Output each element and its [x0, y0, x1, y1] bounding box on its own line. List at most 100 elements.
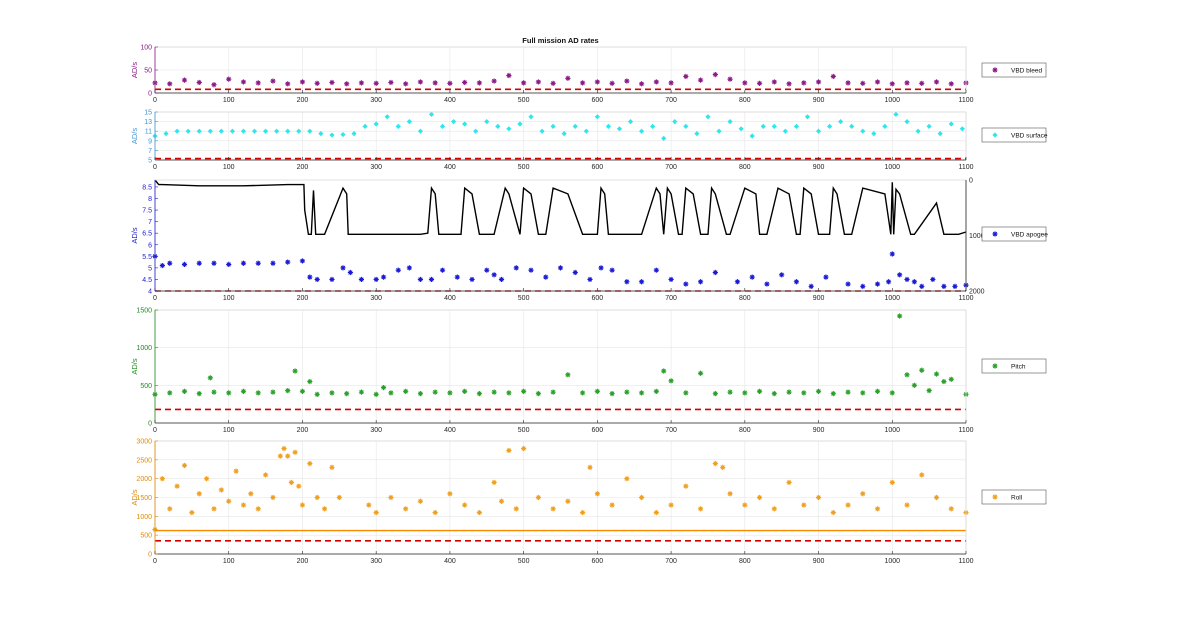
data-point — [926, 123, 932, 129]
data-point — [406, 265, 412, 271]
data-point — [240, 502, 247, 508]
data-point — [801, 502, 807, 508]
data-point — [720, 464, 726, 470]
y-tick-label: 3000 — [136, 439, 152, 446]
data-point — [904, 80, 910, 86]
x-tick-label: 900 — [813, 97, 825, 104]
data-point — [517, 121, 523, 127]
data-point — [786, 81, 792, 87]
x-tick-label: 400 — [444, 295, 456, 302]
data-point — [255, 260, 261, 266]
data-point — [683, 123, 689, 129]
x-tick-label: 1000 — [884, 558, 900, 565]
data-point — [299, 388, 306, 394]
data-point — [495, 123, 501, 129]
x-tick-label: 200 — [297, 558, 309, 565]
data-point — [270, 494, 276, 501]
data-point — [838, 119, 844, 125]
x-tick-label: 300 — [370, 295, 382, 302]
x-tick-label: 400 — [444, 97, 456, 104]
data-point — [749, 133, 755, 139]
data-point — [742, 80, 748, 86]
x-tick-label: 1000 — [884, 295, 900, 302]
data-point — [550, 123, 556, 129]
data-point — [513, 265, 519, 271]
data-point — [226, 390, 232, 396]
data-point — [594, 79, 600, 85]
x-tick-label: 1000 — [884, 427, 900, 434]
data-point — [318, 131, 324, 137]
data-point — [742, 390, 748, 396]
data-point — [417, 498, 424, 504]
data-point — [653, 388, 659, 394]
data-point — [491, 78, 497, 84]
x-tick-label: 200 — [297, 427, 309, 434]
data-point — [959, 126, 965, 132]
data-point — [462, 502, 468, 508]
data-point — [650, 123, 656, 129]
panel-1: 0 100 200 300 400 500 600 700 800 900 1000 1100 0 50 1… — [130, 45, 1047, 104]
data-point — [344, 81, 350, 87]
data-point — [196, 391, 202, 397]
data-point — [782, 128, 788, 134]
panel-2: 0 100 200 300 400 500 600 700 800 900 1000 1100 5 7 9 1… — [130, 110, 1048, 172]
data-point — [561, 131, 567, 137]
data-point — [756, 388, 763, 394]
data-point — [580, 80, 586, 86]
data-point — [845, 389, 851, 395]
data-point — [738, 126, 744, 132]
y-tick-label: 0 — [148, 91, 152, 98]
data-point — [454, 274, 460, 280]
data-point — [624, 279, 630, 285]
y-tick-label: 0 — [148, 421, 152, 428]
data-point — [697, 370, 704, 376]
x-tick-label: 700 — [665, 295, 677, 302]
data-point — [373, 80, 379, 86]
data-point — [181, 261, 188, 268]
data-point — [380, 384, 387, 391]
data-point — [639, 390, 645, 396]
data-point — [314, 494, 320, 501]
data-point — [697, 506, 704, 512]
data-point — [808, 283, 814, 289]
data-point — [329, 464, 335, 470]
x-tick-label: 100 — [223, 97, 235, 104]
data-point — [255, 80, 261, 86]
data-point — [432, 509, 438, 516]
data-point — [771, 391, 777, 397]
data-point — [240, 388, 247, 394]
data-point — [919, 472, 925, 478]
data-point — [462, 388, 468, 394]
data-point — [948, 121, 954, 127]
legend-box — [981, 358, 1047, 374]
data-point — [661, 368, 667, 374]
data-point — [815, 388, 822, 394]
data-point — [395, 123, 401, 129]
data-point — [417, 391, 424, 397]
x-tick-label: 0 — [153, 427, 157, 434]
data-point — [952, 283, 958, 289]
data-point — [439, 123, 446, 129]
data-point — [727, 389, 733, 395]
legend-label: VBD surface — [1011, 133, 1048, 140]
x-tick-label: 500 — [518, 427, 530, 434]
data-point — [937, 131, 943, 137]
data-point — [860, 283, 866, 289]
y-axis-label: AD/s — [130, 489, 139, 506]
x-tick-label: 1100 — [958, 164, 973, 171]
data-point — [845, 502, 851, 508]
plot-area — [155, 112, 966, 160]
y-tick-label: 50 — [144, 68, 152, 75]
data-point — [528, 267, 534, 273]
legend-marker — [992, 363, 998, 369]
x-tick-label: 700 — [665, 97, 677, 104]
data-point — [373, 276, 379, 283]
series-vbd-surface — [152, 111, 965, 141]
legend-label: Roll — [1011, 495, 1023, 502]
data-point — [756, 80, 763, 86]
x-tick-label: 1000 — [884, 97, 900, 104]
data-point — [299, 502, 306, 508]
data-point — [380, 274, 387, 280]
data-point — [683, 281, 689, 287]
data-point — [587, 464, 593, 470]
